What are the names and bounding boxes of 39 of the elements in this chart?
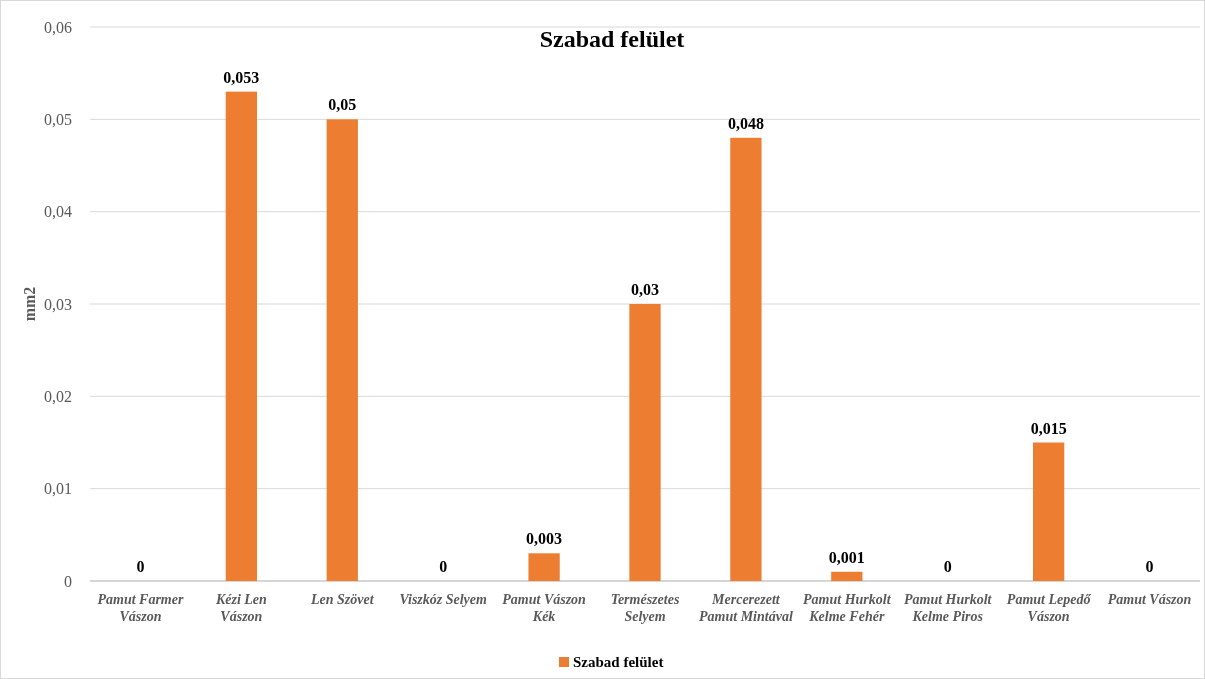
y-tick-label: 0,01 xyxy=(44,480,72,498)
data-label: 0 xyxy=(136,558,145,575)
bar xyxy=(831,571,863,581)
x-tick-label: Viszkóz Selyem xyxy=(399,592,488,607)
data-label: 0,015 xyxy=(1030,419,1067,437)
x-tick-label: Természetes Selyem xyxy=(610,592,680,624)
data-label: 0,03 xyxy=(631,281,659,298)
data-label: 0,05 xyxy=(328,96,357,114)
x-tick-label: Pamut Hurkolt Kelme Fehér xyxy=(803,592,892,624)
x-tick-label: Pamut Vászon xyxy=(1107,592,1192,607)
bar xyxy=(326,119,358,581)
y-tick-label: 0,05 xyxy=(44,110,72,128)
bar xyxy=(528,553,560,581)
y-tick-label: 0,06 xyxy=(44,18,72,36)
x-tick-label: Mercerezett Pamut Mintával xyxy=(699,592,793,624)
bar xyxy=(629,304,661,581)
y-axis-title: mm2 xyxy=(21,286,38,322)
data-label: 0 xyxy=(943,558,952,575)
y-tick-label: 0,02 xyxy=(44,387,72,405)
bar xyxy=(225,91,257,581)
x-tick-label: Len Szövet xyxy=(309,592,375,607)
y-tick-label: 0,04 xyxy=(44,203,72,221)
data-label: 0 xyxy=(439,558,448,575)
legend-label: Szabad felület xyxy=(573,654,664,670)
data-label: 0,001 xyxy=(828,548,865,566)
x-tick-label: Pamut Vászon Kék xyxy=(502,592,587,624)
bar xyxy=(730,137,762,581)
data-label: 0,003 xyxy=(526,530,563,548)
x-tick-label: Pamut Farmer Vászon xyxy=(97,592,184,624)
chart-title: Szabad felület xyxy=(539,26,685,52)
data-label: 0 xyxy=(1145,558,1154,575)
data-label: 0,053 xyxy=(223,68,260,86)
x-tick-label: Kézi Len Vászon xyxy=(214,592,268,624)
x-tick-label: Pamut Hurkolt Kelme Piros xyxy=(903,592,993,624)
x-tick-label: Pamut Lepedő Vászon xyxy=(1006,592,1092,624)
data-label: 0,048 xyxy=(727,114,764,132)
y-tick-label: 0 xyxy=(64,572,72,590)
bar xyxy=(1033,442,1065,581)
y-tick-label: 0,03 xyxy=(44,295,72,313)
